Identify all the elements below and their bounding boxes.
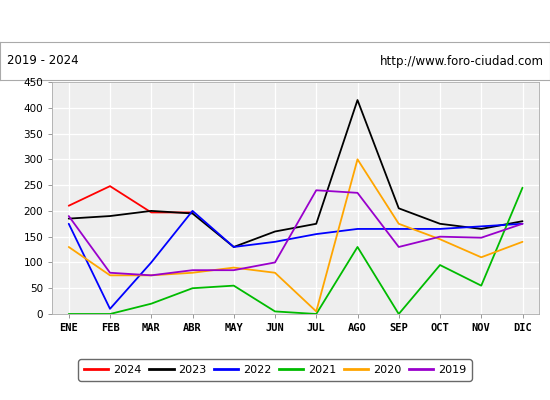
Legend: 2024, 2023, 2022, 2021, 2020, 2019: 2024, 2023, 2022, 2021, 2020, 2019	[79, 360, 471, 380]
Text: 2019 - 2024: 2019 - 2024	[7, 54, 78, 68]
Text: Evolucion Nº Turistas Nacionales en el municipio de Los Blázquez: Evolucion Nº Turistas Nacionales en el m…	[36, 13, 514, 29]
Text: http://www.foro-ciudad.com: http://www.foro-ciudad.com	[379, 54, 543, 68]
